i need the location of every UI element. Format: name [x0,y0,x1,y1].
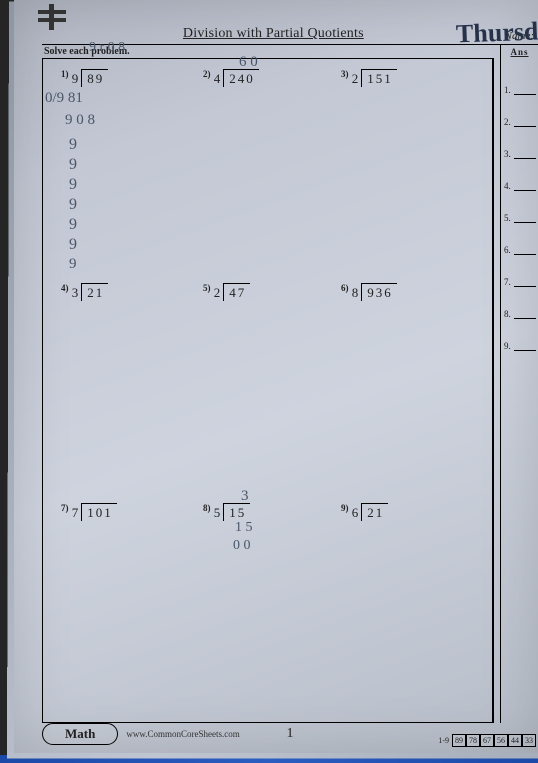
handwriting-mark: 1 5 [235,521,253,535]
problem-number: 9) [341,503,349,513]
dividend: 21 [361,503,388,521]
answers-heading: Ans [501,45,538,63]
score-label: 1-9 [438,736,449,745]
handwriting-mark: 9 [69,197,77,213]
dividend: 89 [81,69,108,87]
handwriting-mark: 9 [69,217,77,233]
problem-number: 8) [203,503,211,513]
score-cell: 78 [466,734,480,747]
problem-6: 6) 8936 [341,283,397,301]
answer-line-3: 3. [501,147,538,159]
divisor: 8 [352,285,360,300]
answer-line-7: 7. [501,275,538,287]
divisor: 5 [214,505,222,520]
divisor: 2 [352,71,360,86]
problem-1: 1) 989 [61,69,108,87]
handwriting-mark: 9 0 8 [65,113,95,128]
problem-8: 8) 515 [203,503,250,521]
score-cell: 33 [522,734,536,747]
problem-number: 7) [61,503,69,513]
problem-2: 2) 4240 [203,69,259,87]
score-strip: 1-9 897867564433 [438,736,536,745]
divisor: 2 [214,285,222,300]
divisor: 7 [72,505,80,520]
divisor: 9 [72,71,80,86]
handwriting-mark: 9 [69,177,77,193]
handwriting-mark: 6 0 [239,55,258,70]
handwriting-mark: 9 r 0 8 [89,41,125,55]
subject-tab: Math [42,723,118,745]
score-cell: 56 [494,734,508,747]
divisor: 3 [72,285,80,300]
worksheet-page: Division with Partial Quotients Name: Th… [14,0,538,753]
handwriting-mark: 0 0 [233,539,251,553]
page-footer: Math www.CommonCoreSheets.com 1 1-9 8978… [42,723,538,745]
problem-number: 5) [203,283,211,293]
answer-line-8: 8. [501,307,538,319]
handwriting-mark: 3 [241,489,249,504]
problem-number: 3) [341,69,349,79]
dividend: 936 [361,283,397,301]
answer-line-2: 2. [501,115,538,127]
website-text: www.CommonCoreSheets.com [126,729,239,739]
divisor: 6 [352,505,360,520]
problem-3: 3) 2151 [341,69,397,87]
dividend: 15 [223,503,250,521]
problem-9: 9) 621 [341,503,388,521]
problems-area: 1) 9892) 42403) 21514) 3215) 2476) 89367… [42,58,494,723]
problem-number: 6) [341,283,349,293]
score-cell: 89 [452,734,466,747]
problem-4: 4) 321 [61,283,108,301]
dividend: 240 [223,69,259,87]
answers-column: Ans 1. 2. 3. 4. 5. 6. 7. 8. 9. [500,44,538,723]
answer-line-9: 9. [501,339,538,351]
dividend: 101 [81,503,117,521]
problem-number: 2) [203,69,211,79]
handwriting-mark: 9 [69,257,77,272]
divisor: 4 [214,71,222,86]
dividend: 21 [81,283,108,301]
handwriting-mark: 9 [69,237,77,253]
dividend: 151 [361,69,397,87]
score-cell: 67 [480,734,494,747]
answer-line-5: 5. [501,211,538,223]
problem-7: 7) 7101 [61,503,117,521]
handwriting-mark: 9 [69,157,77,173]
problem-number: 1) [61,69,69,79]
answer-line-6: 6. [501,243,538,255]
problem-5: 5) 247 [203,283,250,301]
dividend: 47 [223,283,250,301]
page-number: 1 [287,726,294,742]
answer-line-4: 4. [501,179,538,191]
problem-number: 4) [61,283,69,293]
handwriting-mark: 9 [69,137,77,153]
score-cell: 44 [508,734,522,747]
handwriting-mark: 0/9 81 [45,91,83,106]
answer-line-1: 1. [501,83,538,95]
